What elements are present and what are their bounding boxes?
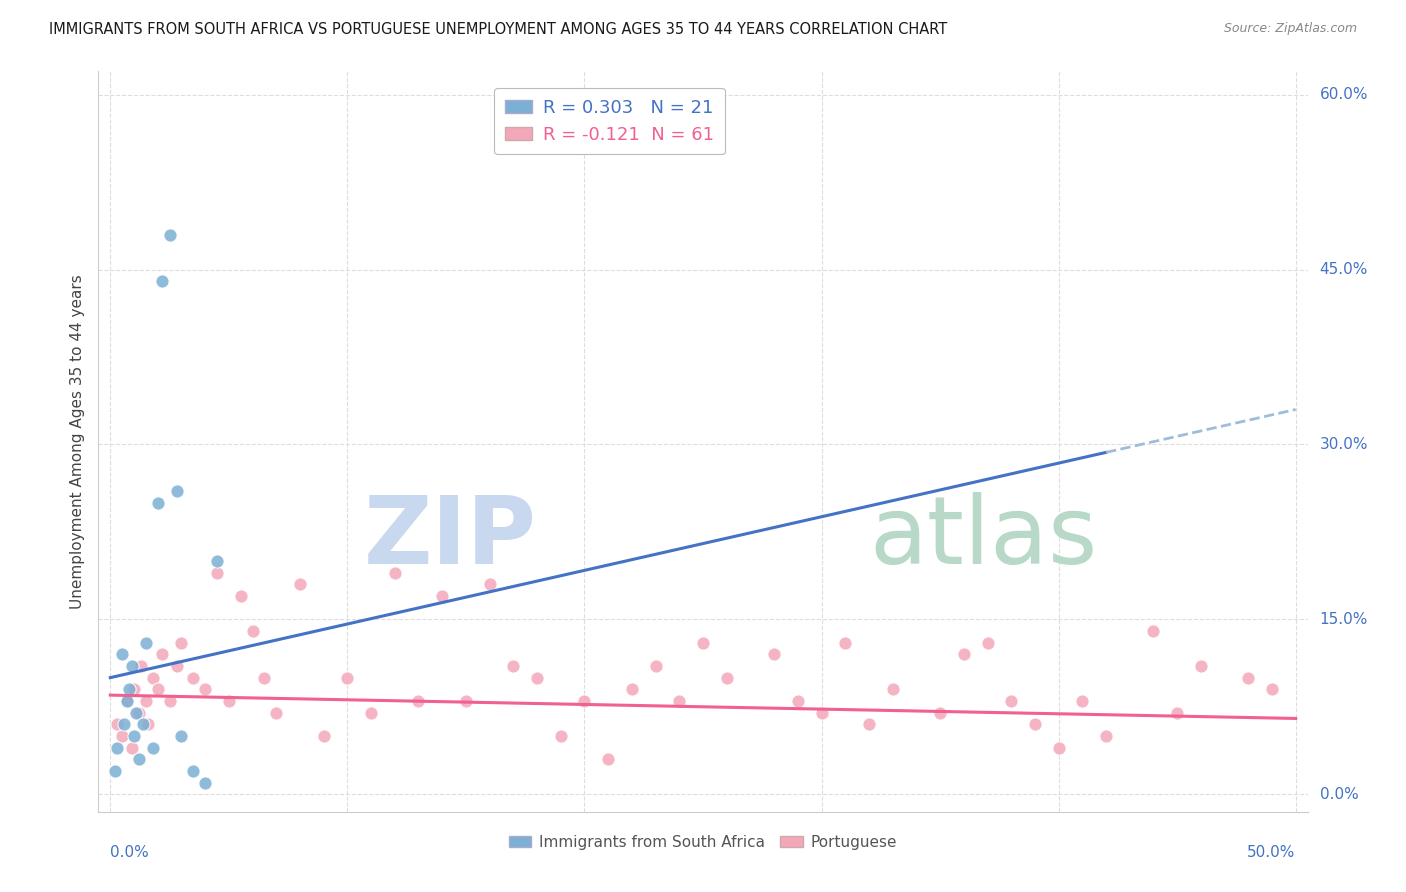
Text: 50.0%: 50.0% — [1247, 845, 1296, 860]
Point — [129, 659, 152, 673]
Point — [264, 706, 287, 720]
Point — [135, 694, 157, 708]
Point — [1095, 729, 1118, 743]
Point — [526, 671, 548, 685]
Point — [1000, 694, 1022, 708]
Point — [952, 648, 974, 662]
Point — [253, 671, 276, 685]
Point — [146, 682, 169, 697]
Point — [136, 717, 159, 731]
Point — [111, 729, 134, 743]
Point — [152, 648, 174, 662]
Text: 60.0%: 60.0% — [1320, 87, 1368, 103]
Point — [170, 729, 193, 743]
Point — [205, 566, 228, 580]
Text: ZIP: ZIP — [364, 491, 537, 583]
Point — [834, 635, 856, 649]
Point — [288, 577, 311, 591]
Point — [478, 577, 501, 591]
Point — [142, 740, 165, 755]
Legend: Immigrants from South Africa, Portuguese: Immigrants from South Africa, Portuguese — [502, 829, 904, 856]
Point — [104, 764, 127, 778]
Point — [598, 752, 620, 766]
Point — [644, 659, 666, 673]
Point — [146, 496, 169, 510]
Text: 30.0%: 30.0% — [1320, 437, 1368, 452]
Point — [574, 694, 596, 708]
Point — [114, 717, 136, 731]
Point — [502, 659, 524, 673]
Point — [882, 682, 904, 697]
Point — [408, 694, 430, 708]
Point — [858, 717, 880, 731]
Point — [152, 274, 174, 288]
Point — [135, 635, 157, 649]
Point — [118, 682, 141, 697]
Point — [218, 694, 240, 708]
Point — [105, 740, 128, 755]
Text: 0.0%: 0.0% — [110, 845, 149, 860]
Point — [121, 659, 143, 673]
Point — [454, 694, 477, 708]
Point — [668, 694, 690, 708]
Point — [763, 648, 786, 662]
Text: 15.0%: 15.0% — [1320, 612, 1368, 627]
Point — [121, 740, 143, 755]
Point — [432, 589, 454, 603]
Point — [312, 729, 335, 743]
Point — [115, 694, 138, 708]
Text: 45.0%: 45.0% — [1320, 262, 1368, 277]
Point — [1024, 717, 1046, 731]
Point — [159, 694, 181, 708]
Point — [810, 706, 832, 720]
Point — [194, 775, 217, 789]
Point — [1166, 706, 1188, 720]
Point — [229, 589, 252, 603]
Point — [1237, 671, 1260, 685]
Point — [111, 648, 134, 662]
Point — [159, 227, 181, 242]
Text: 0.0%: 0.0% — [1320, 787, 1358, 802]
Point — [205, 554, 228, 568]
Point — [115, 694, 138, 708]
Point — [181, 671, 204, 685]
Point — [125, 706, 148, 720]
Point — [128, 752, 150, 766]
Point — [128, 706, 150, 720]
Point — [360, 706, 382, 720]
Point — [336, 671, 359, 685]
Point — [1261, 682, 1284, 697]
Point — [142, 671, 165, 685]
Point — [929, 706, 952, 720]
Point — [716, 671, 738, 685]
Point — [122, 682, 145, 697]
Point — [166, 484, 188, 499]
Point — [181, 764, 204, 778]
Point — [1142, 624, 1164, 638]
Point — [122, 729, 145, 743]
Point — [620, 682, 643, 697]
Point — [194, 682, 217, 697]
Point — [384, 566, 406, 580]
Point — [242, 624, 264, 638]
Point — [166, 659, 188, 673]
Point — [786, 694, 808, 708]
Point — [132, 717, 155, 731]
Point — [105, 717, 128, 731]
Point — [170, 635, 193, 649]
Point — [1189, 659, 1212, 673]
Point — [976, 635, 998, 649]
Text: atlas: atlas — [869, 491, 1097, 583]
Text: IMMIGRANTS FROM SOUTH AFRICA VS PORTUGUESE UNEMPLOYMENT AMONG AGES 35 TO 44 YEAR: IMMIGRANTS FROM SOUTH AFRICA VS PORTUGUE… — [49, 22, 948, 37]
Y-axis label: Unemployment Among Ages 35 to 44 years: Unemployment Among Ages 35 to 44 years — [69, 274, 84, 609]
Point — [1047, 740, 1070, 755]
Text: Source: ZipAtlas.com: Source: ZipAtlas.com — [1223, 22, 1357, 36]
Point — [1071, 694, 1094, 708]
Point — [692, 635, 714, 649]
Point — [550, 729, 572, 743]
